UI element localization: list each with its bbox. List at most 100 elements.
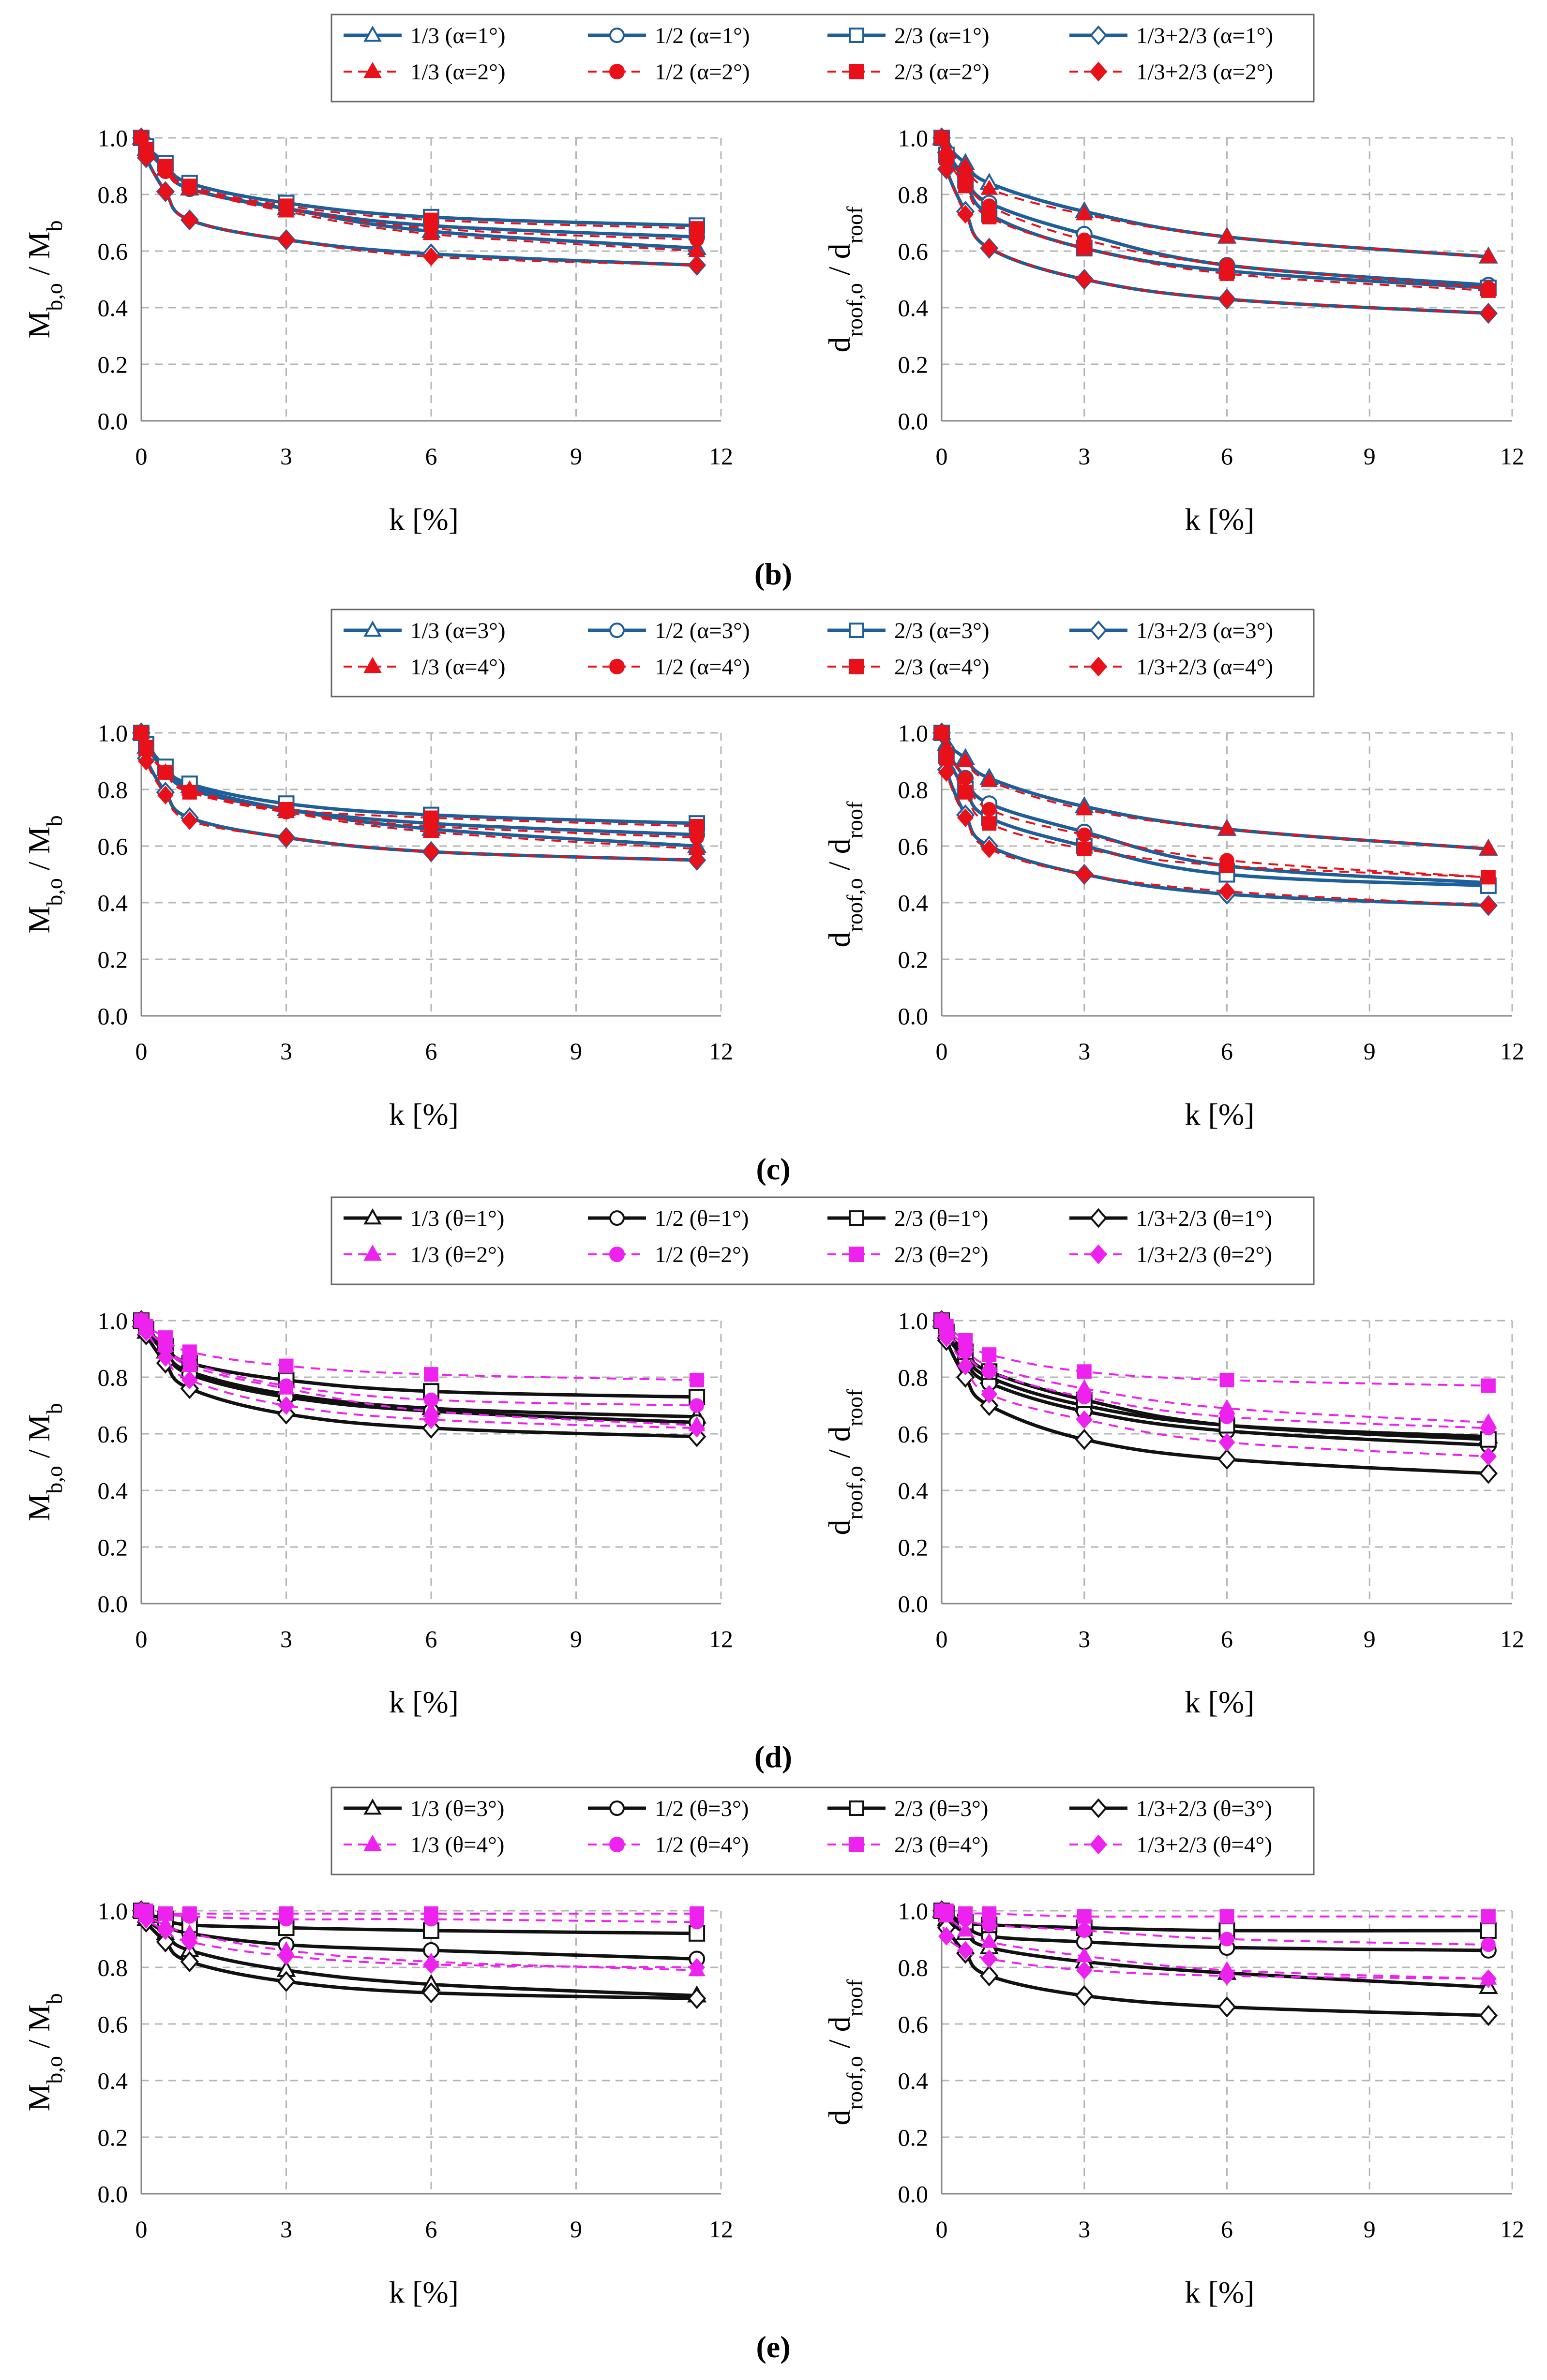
series-4 bbox=[932, 127, 1498, 324]
data-point bbox=[1217, 1996, 1236, 2018]
legend-entry: 2/3 (θ=2°) bbox=[827, 1242, 988, 1267]
series-8 bbox=[133, 128, 706, 275]
data-point bbox=[1481, 283, 1496, 298]
x-tick-label: 3 bbox=[280, 1038, 292, 1065]
legend-label: 1/3+2/3 (α=3°) bbox=[1136, 618, 1273, 643]
x-tick-label: 0 bbox=[936, 2216, 948, 2243]
series-line bbox=[141, 1909, 697, 1923]
legend-marker bbox=[849, 64, 864, 79]
x-tick-label: 6 bbox=[1221, 2216, 1233, 2243]
series-line bbox=[941, 137, 1488, 314]
data-point bbox=[138, 740, 153, 755]
data-point bbox=[182, 1906, 197, 1921]
legend-marker bbox=[363, 1798, 382, 1815]
y-tick-label: 0.8 bbox=[98, 1954, 128, 1981]
legend-marker bbox=[609, 1210, 625, 1226]
series-line bbox=[941, 137, 1489, 292]
data-point bbox=[1076, 800, 1093, 816]
data-point bbox=[182, 1344, 197, 1359]
series-8 bbox=[133, 1311, 706, 1438]
data-point bbox=[1219, 1932, 1234, 1947]
legend-entry: 1/3 (θ=4°) bbox=[344, 1832, 504, 1858]
y-axis-title: Mb,o / Mb bbox=[22, 1993, 67, 2111]
legend-label: 2/3 (θ=4°) bbox=[894, 1832, 988, 1858]
data-point bbox=[981, 1949, 998, 1968]
legend-label: 1/2 (θ=3°) bbox=[655, 1796, 749, 1821]
data-point bbox=[156, 1931, 175, 1953]
series-line bbox=[940, 137, 1489, 315]
series-7 bbox=[134, 131, 705, 236]
legend-label: 1/2 (α=1°) bbox=[655, 23, 750, 48]
legend-marker bbox=[1089, 1244, 1108, 1264]
legend-marker bbox=[363, 25, 382, 42]
series-line bbox=[940, 137, 1489, 290]
data-point bbox=[182, 785, 197, 800]
x-tick-label: 12 bbox=[1500, 443, 1524, 470]
y-tick-label: 0.2 bbox=[898, 2124, 929, 2151]
data-point bbox=[690, 1906, 705, 1921]
data-point bbox=[182, 178, 197, 193]
y-axis-title: droof,o / droof bbox=[822, 1389, 867, 1535]
legend-entry: 1/3 (θ=1°) bbox=[344, 1206, 504, 1231]
data-point bbox=[278, 1396, 295, 1415]
data-point bbox=[980, 1395, 999, 1416]
y-tick-label: 0.6 bbox=[898, 238, 929, 265]
legend-marker bbox=[849, 1247, 864, 1262]
series-7 bbox=[134, 1904, 705, 1921]
data-point bbox=[1480, 839, 1497, 855]
series-3 bbox=[133, 130, 706, 234]
series-line bbox=[139, 1910, 697, 1997]
legend-entry: 1/3 (θ=2°) bbox=[344, 1242, 504, 1267]
series-line bbox=[941, 1910, 1488, 1980]
chart-d-right: 0.0 0.2 0.4 0.6 0.8 1.0 0 3 6 9 12 k [%] droof,o / d… bbox=[822, 1308, 1524, 1720]
legend-entry: 2/3 (α=2°) bbox=[827, 60, 990, 85]
y-tick-label: 0.2 bbox=[98, 2124, 128, 2151]
x-tick-label: 0 bbox=[936, 1625, 948, 1652]
data-point bbox=[957, 1356, 974, 1375]
legend-entry: 1/3 (α=3°) bbox=[344, 618, 506, 643]
x-axis-title: k [%] bbox=[1185, 1685, 1255, 1719]
legend-label: 2/3 (α=2°) bbox=[894, 60, 990, 85]
legend-label: 1/3 (θ=2°) bbox=[410, 1242, 504, 1267]
data-point bbox=[1077, 1364, 1092, 1379]
y-tick-label: 1.0 bbox=[98, 1898, 128, 1925]
x-tick-label: 3 bbox=[1078, 443, 1090, 470]
data-point bbox=[690, 819, 705, 834]
legend-entry: 1/3+2/3 (α=1°) bbox=[1069, 23, 1273, 48]
y-tick-label: 0.0 bbox=[98, 1003, 128, 1030]
legend-marker bbox=[609, 64, 625, 79]
data-point bbox=[138, 148, 154, 167]
series-7 bbox=[934, 1904, 1496, 1924]
legend-label: 1/3+2/3 (α=1°) bbox=[1136, 23, 1273, 48]
data-point bbox=[980, 772, 998, 787]
data-point bbox=[278, 828, 295, 847]
data-point bbox=[957, 1921, 974, 1937]
legend-label: 2/3 (α=4°) bbox=[894, 654, 990, 680]
series-5 bbox=[133, 1311, 706, 1431]
y-tick-label: 0.6 bbox=[98, 238, 128, 265]
y-tick-label: 0.8 bbox=[898, 1364, 929, 1391]
legend-d: 1/3 (θ=1°) 1/2 (θ=1°) 2/3 (θ=1°) 1/3+2/3 (θ… bbox=[330, 1196, 1315, 1285]
legend-entry: 1/3 (α=4°) bbox=[344, 654, 506, 680]
data-point bbox=[958, 178, 973, 193]
data-point bbox=[689, 255, 706, 275]
chart-d-left: 0.0 0.2 0.4 0.6 0.8 1.0 0 3 6 9 12 k [%] Mb,o / Mb bbox=[22, 1308, 733, 1720]
data-point bbox=[982, 1906, 997, 1921]
series-line bbox=[941, 732, 1488, 907]
y-tick-label: 0.4 bbox=[98, 295, 128, 322]
series-3 bbox=[933, 725, 1497, 894]
panel-label: (c) bbox=[756, 1152, 790, 1186]
data-point bbox=[181, 210, 198, 229]
data-point bbox=[980, 1965, 999, 1987]
y-tick-label: 0.8 bbox=[98, 181, 128, 208]
x-tick-label: 6 bbox=[1221, 1038, 1233, 1065]
data-point bbox=[423, 247, 439, 266]
legend-entry: 1/3+2/3 (θ=4°) bbox=[1069, 1832, 1272, 1858]
series-line bbox=[941, 1320, 1488, 1429]
data-point bbox=[181, 811, 198, 830]
series-1 bbox=[932, 127, 1498, 264]
legend-entry: 2/3 (θ=1°) bbox=[827, 1206, 988, 1231]
legend-box bbox=[330, 14, 1315, 103]
y-tick-label: 0.0 bbox=[898, 1003, 929, 1030]
data-point bbox=[279, 1358, 294, 1373]
